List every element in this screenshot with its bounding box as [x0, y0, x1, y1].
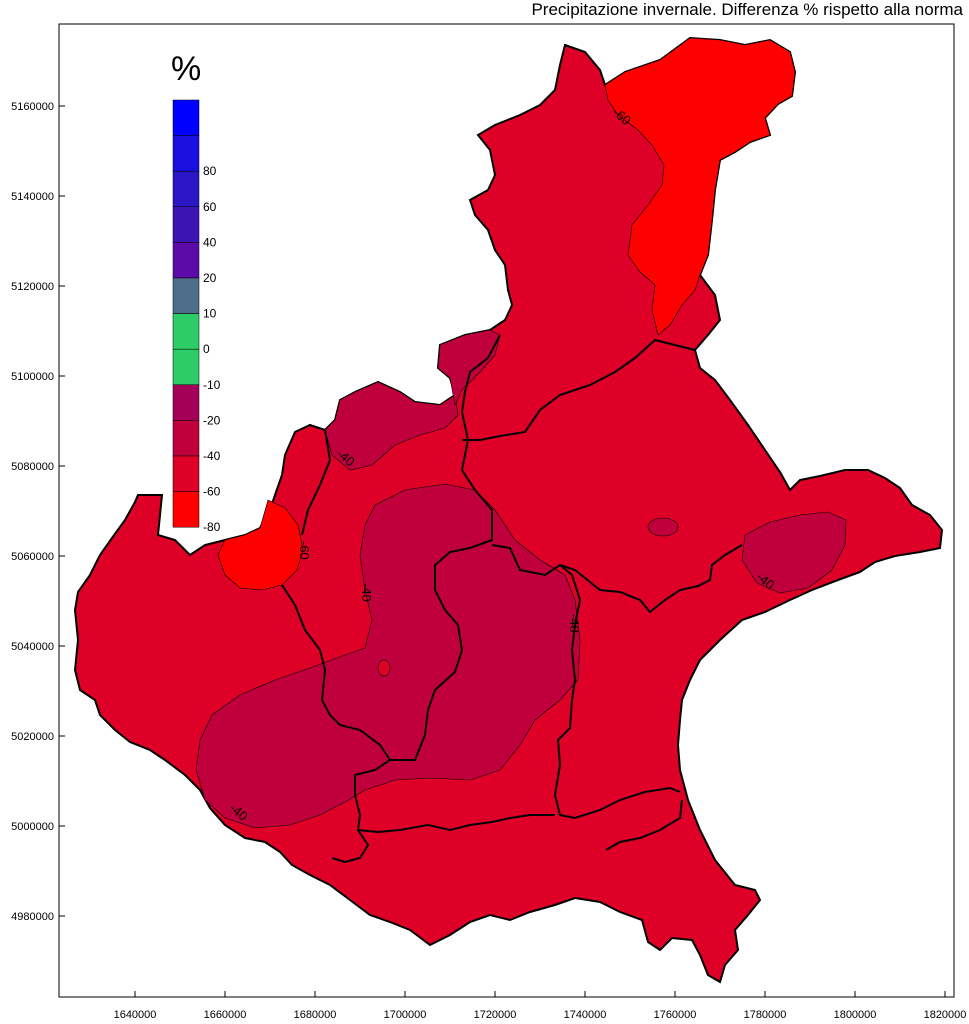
svg-text:5080000: 5080000 — [11, 461, 54, 473]
x-tick: 1740000 — [564, 991, 607, 1021]
legend-label: -80 — [203, 520, 221, 534]
x-tick: 1700000 — [384, 991, 427, 1021]
legend-label: 40 — [203, 235, 217, 249]
contour-label: -40 — [359, 583, 374, 602]
legend-swatch — [172, 491, 200, 528]
y-tick: 5000000 — [11, 821, 65, 833]
svg-text:1680000: 1680000 — [294, 1009, 337, 1021]
y-tick: 5020000 — [11, 731, 65, 743]
svg-text:1740000: 1740000 — [564, 1009, 607, 1021]
svg-text:1660000: 1660000 — [204, 1009, 247, 1021]
legend-swatch — [172, 99, 200, 136]
legend-swatch — [172, 348, 200, 386]
y-tick: 5100000 — [11, 371, 65, 383]
zone-40-20-east — [741, 511, 847, 594]
zone-60-40-spot-center — [377, 659, 391, 677]
legend-swatch — [172, 313, 200, 350]
y-tick: 4980000 — [11, 911, 65, 923]
legend-label: 60 — [203, 200, 217, 214]
zone-40-20-north-hill — [437, 329, 501, 406]
svg-text:1760000: 1760000 — [654, 1009, 697, 1021]
svg-text:1820000: 1820000 — [924, 1009, 967, 1021]
province-boundaries — [281, 334, 743, 864]
legend-swatch — [172, 206, 200, 243]
x-tick: 1660000 — [204, 991, 247, 1021]
legend-unit: % — [171, 50, 201, 88]
zone-80-60-west — [217, 499, 304, 591]
svg-text:5120000: 5120000 — [11, 281, 54, 293]
legend-label: -20 — [203, 413, 221, 427]
x-tick: 1640000 — [114, 991, 157, 1021]
legend-label: 0 — [203, 342, 210, 356]
plot-frame — [58, 23, 955, 998]
y-tick: 5140000 — [11, 191, 65, 203]
svg-text:1700000: 1700000 — [384, 1009, 427, 1021]
legend-swatch — [172, 135, 200, 172]
svg-text:1720000: 1720000 — [474, 1009, 517, 1021]
x-tick: 1720000 — [474, 991, 517, 1021]
x-tick: 1780000 — [744, 991, 787, 1021]
legend-label: 20 — [203, 271, 217, 285]
legend-swatch — [172, 455, 200, 492]
x-axis: 1640000 1660000 1680000 1700000 1720000 … — [114, 991, 967, 1021]
legend-swatch — [172, 420, 200, 457]
legend-label: 10 — [203, 307, 217, 321]
svg-text:1780000: 1780000 — [744, 1009, 787, 1021]
zone-80-60-north — [604, 37, 796, 336]
svg-text:1640000: 1640000 — [114, 1009, 157, 1021]
legend: % 80 60 40 20 10 0 -10 -20 -40 -60 -80 — [171, 50, 221, 534]
y-tick: 5040000 — [11, 641, 65, 653]
svg-text:5040000: 5040000 — [11, 641, 54, 653]
y-tick: 5120000 — [11, 281, 65, 293]
svg-text:5060000: 5060000 — [11, 551, 54, 563]
contour-label: -60 — [297, 541, 312, 560]
x-tick: 1800000 — [834, 991, 877, 1021]
svg-text:4980000: 4980000 — [11, 911, 54, 923]
legend-label: 80 — [203, 164, 217, 178]
map-title: Precipitazione invernale. Differenza % r… — [531, 0, 963, 19]
legend-swatch — [172, 384, 200, 421]
y-tick: 5060000 — [11, 551, 65, 563]
legend-label: -10 — [203, 378, 221, 392]
y-tick: 5080000 — [11, 461, 65, 473]
zone-40-20-northwest — [324, 381, 459, 471]
x-tick: 1680000 — [294, 991, 337, 1021]
svg-text:5160000: 5160000 — [11, 101, 54, 113]
svg-text:5140000: 5140000 — [11, 191, 54, 203]
legend-swatch — [172, 170, 200, 208]
x-tick: 1760000 — [654, 991, 697, 1021]
legend-swatch — [172, 242, 200, 279]
veneto-region — [73, 36, 944, 984]
svg-text:5020000: 5020000 — [11, 731, 54, 743]
legend-label: -60 — [203, 485, 221, 499]
y-axis: 5160000 5140000 5120000 5100000 5080000 … — [11, 101, 65, 923]
svg-text:5100000: 5100000 — [11, 371, 54, 383]
legend-label: -40 — [203, 449, 221, 463]
zone-40-20-spot-east — [647, 517, 679, 537]
contour-label: -40 — [567, 614, 582, 633]
y-tick: 5160000 — [11, 101, 65, 113]
svg-text:5000000: 5000000 — [11, 821, 54, 833]
legend-swatch — [172, 277, 200, 314]
svg-text:1800000: 1800000 — [834, 1009, 877, 1021]
x-tick: 1820000 — [924, 991, 967, 1021]
